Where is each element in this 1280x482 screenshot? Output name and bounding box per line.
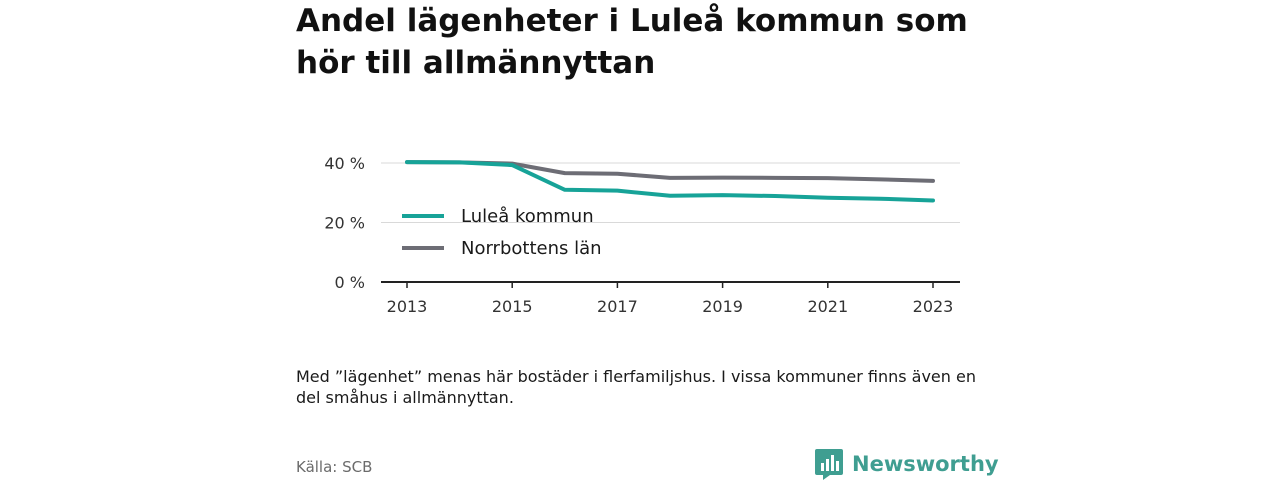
x-tick-label: 2019 [702, 297, 743, 316]
x-tick-label: 2013 [387, 297, 428, 316]
series-line [405, 160, 935, 203]
newsworthy-logo[interactable]: Newsworthy [814, 446, 999, 482]
axes: 0 % 20 % 40 % 2013 2015 2017 2019 2021 2023 [324, 154, 960, 316]
x-tick-label: 2021 [807, 297, 848, 316]
x-tick-label: 2017 [597, 297, 638, 316]
legend-label: Norrbottens län [461, 238, 602, 259]
y-tick-label: 40 % [324, 154, 365, 173]
chart-title: Andel lägenheter i Luleå kommun som hör … [296, 3, 968, 81]
footnote: Med ”lägenhet” menas här bostäder i fler… [296, 367, 976, 407]
y-tick-label: 20 % [324, 214, 365, 233]
newsworthy-logo-icon [815, 449, 843, 480]
legend-label: Luleå kommun [461, 206, 594, 227]
brand-name: Newsworthy [852, 452, 999, 476]
legend: Luleå kommun Norrbottens län [402, 206, 602, 259]
x-tick-label: 2015 [492, 297, 533, 316]
x-tick-label: 2023 [913, 297, 954, 316]
series-lines [405, 160, 935, 203]
source-label: Källa: SCB [296, 458, 373, 476]
y-tick-label: 0 % [335, 273, 365, 292]
